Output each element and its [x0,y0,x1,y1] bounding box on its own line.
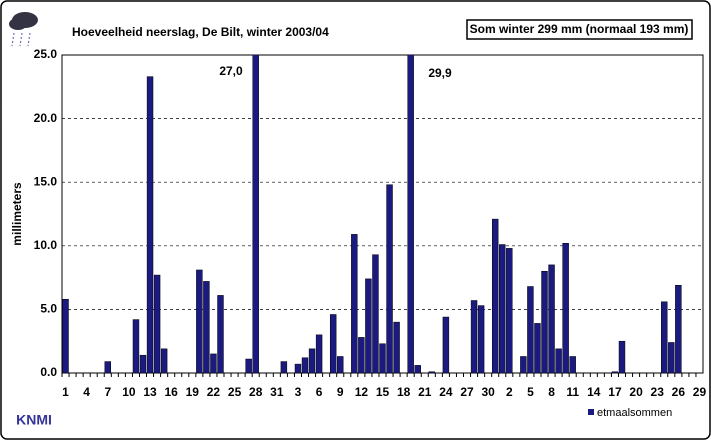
x-tick-label: 22 [207,385,221,399]
subtitle: Som winter 299 mm (normaal 193 mm) [470,22,689,36]
bar [372,254,379,373]
bar [393,321,400,373]
legend-swatch [588,409,594,415]
bar [365,278,372,373]
bar [414,365,421,373]
bar [386,184,393,373]
bar [252,55,259,373]
bar [506,248,513,373]
y-tick-label: 25.0 [34,47,58,61]
subtitle-box [466,19,693,40]
bar [520,356,527,373]
x-tick-label: 10 [122,385,136,399]
x-tick-label: 2 [506,385,513,399]
x-tick-label: 24 [439,385,453,399]
bar [661,301,668,373]
x-tick-label: 19 [186,385,200,399]
bar [196,269,203,373]
bar [308,348,316,373]
bar [562,243,569,373]
bar [146,76,154,373]
x-tick-label: 17 [608,385,622,399]
x-tick-label: 21 [418,385,432,399]
x-tick-label: 6 [316,385,323,399]
bar [379,343,386,373]
bar [534,323,541,373]
bar [555,348,562,373]
x-tick-label: 18 [397,385,411,399]
x-tick-label: 25 [228,385,242,399]
x-tick-label: 16 [165,385,179,399]
bar [407,55,414,373]
bar [668,342,675,373]
bar [132,319,140,373]
bar [62,298,69,373]
x-tick-label: 9 [337,385,344,399]
bar [491,218,499,373]
x-tick-label: 20 [629,385,643,399]
logo-cloud [9,12,38,47]
bar [618,340,626,373]
x-tick-label: 8 [548,385,555,399]
bar [294,363,302,373]
bar [428,371,436,373]
bar [104,361,111,373]
logo-text: KNMI [16,412,52,428]
bar [351,234,358,373]
x-tick-label: 12 [355,385,369,399]
y-tick-label: 5.0 [40,302,57,316]
bar [337,356,344,373]
y-axis-label: millimeters [10,182,24,246]
bar [548,264,555,373]
bar [160,348,168,373]
x-tick-label: 28 [249,385,263,399]
x-tick-label: 5 [527,385,534,399]
x-tick-label: 30 [481,385,495,399]
x-tick-label: 31 [270,385,284,399]
x-tick-label: 14 [587,385,601,399]
bar [315,334,323,373]
x-tick-label: 27 [460,385,474,399]
chart-title: Hoeveelheid neerslag, De Bilt, winter 20… [72,25,329,39]
x-tick-label: 1 [62,385,69,399]
bar [210,353,217,373]
bar [611,371,619,373]
bar [569,356,576,373]
bar [139,354,147,373]
y-tick-label: 0.0 [40,365,57,379]
bar [203,281,210,373]
x-tick-label: 15 [376,385,390,399]
y-tick-label: 10.0 [34,238,58,252]
bar [442,316,450,373]
bar [245,358,252,373]
legend-label: etmaalsommen [597,407,672,419]
bar [477,305,485,373]
x-tick-label: 3 [295,385,302,399]
bar [675,284,682,373]
bar [470,300,478,373]
annotation: 27,0 [219,64,243,78]
y-tick-label: 20.0 [34,111,58,125]
x-tick-label: 4 [83,385,90,399]
y-tick-label: 15.0 [34,174,58,188]
annotation: 29,9 [428,66,452,80]
bars [62,55,682,373]
x-tick-label: 7 [104,385,111,399]
bar [358,337,365,373]
bar [527,286,534,373]
bar [499,244,506,373]
x-tick-label: 13 [143,385,157,399]
x-tick-label: 11 [566,385,579,399]
x-tick-label: 29 [693,385,707,399]
bar [217,295,224,373]
bar [301,357,309,373]
bar [153,274,161,373]
bar [541,270,548,373]
bar [329,314,337,373]
x-tick-label: 23 [651,385,665,399]
x-tick-label: 26 [672,385,686,399]
bar [280,361,288,373]
